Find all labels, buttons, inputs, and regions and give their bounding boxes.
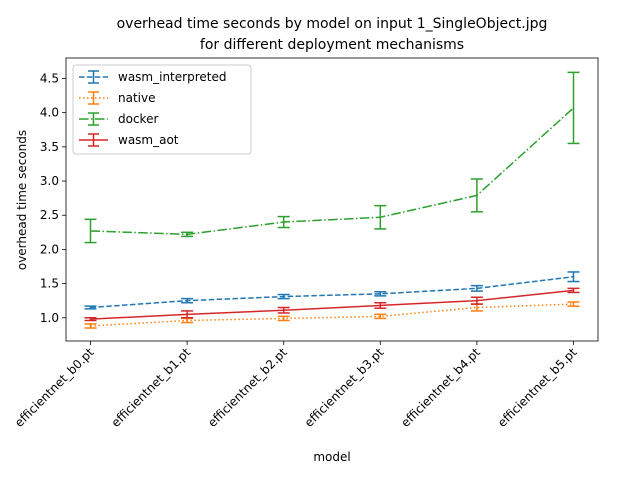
x-tick-label: efficientnet_b3.pt (302, 345, 387, 430)
legend-label: docker (118, 112, 158, 126)
legend-label: wasm_interpreted (118, 70, 226, 84)
series-line (90, 275, 574, 309)
legend-label: wasm_aot (118, 133, 179, 147)
chart-subtitle: for different deployment mechanisms (200, 37, 464, 53)
legend-item-wasm_aot: wasm_aot (79, 133, 179, 147)
chart-title: overhead time seconds by model on input … (117, 16, 548, 32)
series-wasm_interpreted (84, 271, 580, 310)
legend-box (72, 64, 252, 155)
y-tick-label: 2.0 (40, 242, 59, 256)
x-tick-label: efficientnet_b4.pt (398, 345, 483, 430)
y-tick-label: 4.0 (40, 106, 59, 120)
y-tick-label: 1.0 (40, 311, 59, 325)
series-line (90, 107, 575, 236)
y-axis-title: overhead time seconds (15, 130, 29, 270)
y-tick-label: 4.5 (40, 72, 59, 86)
series-line (90, 303, 574, 327)
series-line (90, 289, 574, 320)
series-group (84, 71, 580, 329)
x-tick-label: efficientnet_b1.pt (109, 345, 194, 430)
legend-item-wasm_interpreted: wasm_interpreted (79, 70, 226, 84)
y-tick-label: 3.5 (40, 140, 59, 154)
x-tick-label: efficientnet_b0.pt (12, 345, 97, 430)
series-wasm_aot (84, 287, 580, 322)
y-tick-label: 2.5 (40, 208, 59, 222)
x-axis-title: model (313, 450, 350, 464)
y-tick-label: 3.0 (40, 174, 59, 188)
legend-item-docker: docker (79, 112, 158, 126)
y-tick-label: 1.5 (40, 277, 59, 291)
x-tick-label: efficientnet_b5.pt (495, 345, 580, 430)
x-tick-label: efficientnet_b2.pt (205, 345, 290, 430)
legend-item-native: native (79, 91, 155, 105)
legend-label: native (118, 91, 155, 105)
plot-area (65, 57, 599, 342)
series-docker (84, 71, 580, 244)
